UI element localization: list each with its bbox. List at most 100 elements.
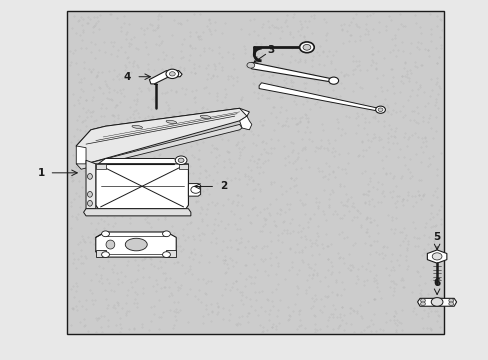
Point — [403, 266, 410, 272]
Point — [298, 24, 305, 30]
Point — [116, 329, 123, 335]
Point — [384, 272, 392, 278]
Point — [312, 327, 320, 333]
Point — [390, 100, 398, 106]
Point — [339, 203, 346, 208]
Point — [310, 76, 318, 82]
Point — [277, 191, 285, 197]
Point — [296, 118, 304, 124]
Point — [346, 33, 354, 39]
Point — [309, 298, 317, 304]
Point — [231, 142, 239, 148]
Point — [69, 256, 77, 261]
Point — [419, 89, 427, 95]
Point — [202, 168, 210, 174]
Point — [329, 87, 337, 93]
Point — [285, 267, 292, 273]
Point — [262, 149, 269, 155]
Point — [231, 278, 239, 284]
Point — [353, 208, 361, 214]
Point — [237, 235, 245, 240]
Point — [104, 302, 112, 307]
Point — [399, 65, 407, 71]
Point — [308, 295, 316, 301]
Point — [284, 123, 292, 129]
Point — [396, 78, 404, 84]
Point — [295, 119, 303, 125]
Point — [356, 222, 364, 228]
Point — [228, 198, 236, 204]
Point — [386, 267, 394, 273]
Point — [151, 27, 159, 33]
Point — [366, 62, 374, 67]
Point — [235, 315, 243, 320]
Point — [267, 251, 275, 256]
Point — [105, 207, 113, 213]
Point — [363, 181, 371, 187]
Point — [190, 11, 198, 17]
Point — [80, 323, 88, 329]
Point — [170, 309, 178, 314]
Point — [236, 226, 244, 231]
Point — [170, 279, 178, 285]
Point — [376, 327, 384, 332]
Point — [132, 300, 140, 306]
Point — [410, 130, 418, 136]
Point — [328, 189, 336, 195]
Point — [428, 275, 436, 280]
Point — [160, 284, 167, 289]
Point — [414, 177, 422, 183]
Polygon shape — [417, 298, 456, 306]
Point — [158, 90, 165, 95]
Point — [432, 194, 440, 200]
Point — [239, 132, 247, 138]
Point — [294, 154, 302, 160]
Point — [194, 198, 202, 204]
Point — [80, 59, 88, 65]
Point — [298, 225, 306, 230]
Point — [253, 50, 261, 56]
Point — [171, 198, 179, 203]
Point — [342, 170, 349, 176]
Point — [348, 200, 356, 206]
Point — [312, 99, 320, 105]
Point — [325, 75, 332, 81]
Point — [349, 67, 357, 72]
Point — [355, 210, 363, 216]
Point — [157, 167, 165, 172]
Point — [382, 310, 389, 315]
Point — [96, 197, 104, 203]
Point — [161, 284, 169, 290]
Bar — [66, 12, 444, 334]
Point — [232, 237, 240, 243]
Point — [131, 296, 139, 302]
Point — [72, 164, 80, 170]
Point — [91, 179, 99, 185]
Point — [370, 115, 378, 121]
Point — [397, 278, 405, 283]
Point — [286, 175, 294, 181]
Point — [184, 131, 192, 137]
Point — [266, 150, 274, 156]
Point — [310, 313, 318, 319]
Point — [134, 64, 142, 69]
Point — [169, 163, 177, 169]
Point — [345, 262, 353, 268]
Point — [416, 30, 424, 36]
Point — [172, 172, 180, 178]
Point — [328, 302, 336, 308]
Point — [166, 142, 174, 148]
Point — [131, 289, 139, 295]
Point — [304, 43, 312, 49]
Point — [122, 36, 129, 41]
Point — [315, 326, 323, 332]
Point — [134, 114, 142, 120]
Point — [424, 252, 431, 258]
Point — [425, 53, 432, 59]
Point — [122, 31, 129, 37]
Point — [162, 99, 169, 105]
Point — [127, 36, 135, 41]
Point — [159, 310, 166, 315]
Point — [273, 137, 281, 143]
Point — [110, 262, 118, 268]
